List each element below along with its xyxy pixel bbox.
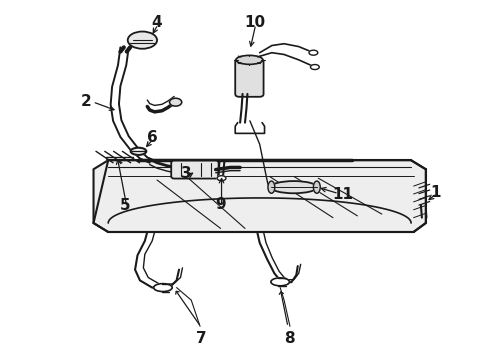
Ellipse shape <box>311 64 319 69</box>
Ellipse shape <box>314 181 320 193</box>
Text: 1: 1 <box>430 185 441 200</box>
Ellipse shape <box>268 181 275 193</box>
FancyBboxPatch shape <box>235 59 264 97</box>
Polygon shape <box>94 160 426 232</box>
FancyBboxPatch shape <box>171 161 219 179</box>
Ellipse shape <box>271 278 290 286</box>
Ellipse shape <box>154 284 172 292</box>
Text: 10: 10 <box>244 15 265 30</box>
Ellipse shape <box>236 55 263 64</box>
Text: 3: 3 <box>181 166 192 181</box>
Text: 8: 8 <box>284 331 294 346</box>
Text: 7: 7 <box>196 331 206 346</box>
Ellipse shape <box>131 148 147 155</box>
Text: 5: 5 <box>120 198 131 213</box>
Text: 4: 4 <box>152 15 162 30</box>
Text: 6: 6 <box>147 130 158 145</box>
Ellipse shape <box>309 50 318 55</box>
Ellipse shape <box>217 176 226 181</box>
Ellipse shape <box>128 32 157 49</box>
Text: 9: 9 <box>215 197 226 212</box>
Ellipse shape <box>270 181 317 193</box>
Ellipse shape <box>170 98 182 106</box>
Text: 2: 2 <box>81 94 92 109</box>
Text: 11: 11 <box>332 187 353 202</box>
